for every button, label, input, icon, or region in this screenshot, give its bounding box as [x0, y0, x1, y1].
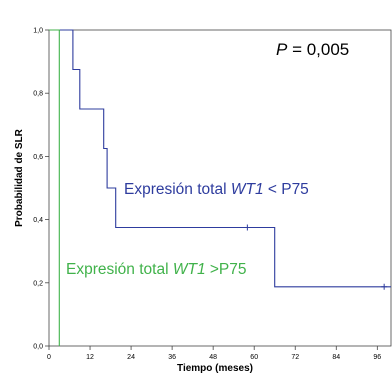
p-value-label: P [276, 40, 288, 59]
p-value-annotation: P = 0,005 [276, 40, 349, 59]
censor-mark [244, 224, 251, 231]
x-tick-label: 60 [250, 354, 258, 361]
series-label-high-pre: Expresión total [66, 261, 173, 278]
y-tick-label: 0,0 [33, 344, 43, 351]
series-label-high-post: >P75 [206, 261, 247, 278]
x-tick-label: 12 [86, 354, 94, 361]
x-tick-label: 0 [47, 354, 51, 361]
y-tick-label: 0,2 [33, 280, 43, 287]
p-value-text: = 0,005 [287, 40, 349, 59]
series-label-low-post: < P75 [264, 181, 309, 198]
series-line-1 [49, 29, 60, 346]
y-tick-label: 0,6 [33, 154, 43, 161]
series-label-low: Expresión total WT1 < P75 [124, 181, 309, 198]
series-label-low-pre: Expresión total [124, 181, 231, 198]
ticks: 0 12 24 36 48 60 72 84 96 0,0 0,2 0,4 0,6 0,8 1,0 [33, 28, 381, 362]
axes [48, 29, 392, 347]
x-tick-label: 36 [168, 354, 176, 361]
series-label-high-gene: WT1 [173, 261, 206, 278]
x-tick-label: 72 [291, 354, 299, 361]
y-tick-label: 0,4 [33, 217, 43, 224]
series-label-high: Expresión total WT1 >P75 [66, 261, 247, 278]
plot-frame [48, 29, 392, 347]
y-tick-label: 1,0 [33, 28, 43, 35]
series-line-0 [49, 29, 391, 288]
y-axis-title: Probabilidad de SLR [14, 128, 25, 227]
censor-marks [244, 224, 388, 290]
y-tick-label: 0,8 [33, 91, 43, 98]
x-tick-label: 84 [332, 354, 340, 361]
x-axis-title: Tiempo (meses) [177, 363, 253, 374]
series-label-low-gene: WT1 [231, 181, 264, 198]
x-tick-label: 24 [127, 354, 135, 361]
x-tick-label: 48 [209, 354, 217, 361]
censor-mark [381, 283, 388, 290]
x-tick-label: 96 [373, 354, 381, 361]
